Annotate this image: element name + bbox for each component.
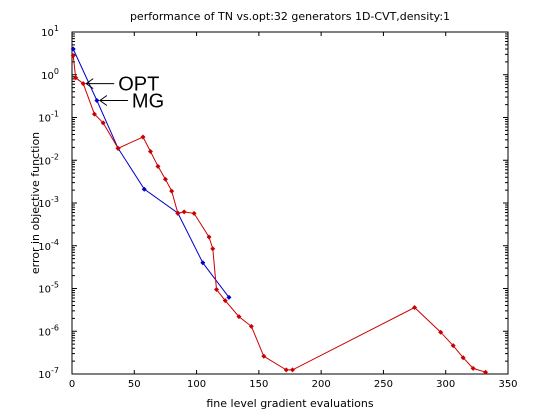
series-point-1 xyxy=(91,111,97,117)
annotation-label: OPT xyxy=(118,74,159,96)
series-point-1 xyxy=(483,369,489,375)
y-tick-label: 100 xyxy=(41,67,59,82)
series-point-1 xyxy=(248,323,254,329)
series-point-1 xyxy=(73,75,79,81)
y-tick-label: 10-7 xyxy=(38,366,59,381)
series-point-1 xyxy=(261,353,267,359)
y-tick-label: 101 xyxy=(41,24,59,39)
series-point-0 xyxy=(200,260,206,266)
series-point-1 xyxy=(412,304,418,310)
y-tick-label: 10-3 xyxy=(38,195,59,210)
y-tick-label: 10-4 xyxy=(38,238,59,253)
y-tick-label: 10-5 xyxy=(38,281,59,296)
series-point-1 xyxy=(155,163,161,169)
x-tick-label: 50 xyxy=(128,379,141,390)
series-layer xyxy=(70,46,489,375)
chart-title: performance of TN vs.opt:32 generators 1… xyxy=(130,10,450,23)
y-axis-label: error in objective function xyxy=(29,132,42,274)
series-point-1 xyxy=(206,234,212,240)
y-tick-label: 10-6 xyxy=(38,323,59,338)
series-point-1 xyxy=(140,134,146,140)
series-point-1 xyxy=(70,53,76,59)
y-tick-label: 10-2 xyxy=(38,152,59,167)
series-point-1 xyxy=(169,188,175,194)
annotation-arrow-head xyxy=(85,78,94,90)
series-point-1 xyxy=(450,343,456,349)
series-point-1 xyxy=(214,286,220,292)
x-tick-label: 0 xyxy=(69,379,75,390)
series-point-1 xyxy=(460,355,466,361)
x-tick-label: 200 xyxy=(312,379,331,390)
annotation-label: MG xyxy=(132,90,164,112)
series-point-1 xyxy=(181,209,187,215)
x-axis-ticks: 0 50 100 150 200 250 300 350 xyxy=(69,32,518,390)
series-point-1 xyxy=(80,81,86,87)
x-axis-label: fine level gradient evaluations xyxy=(206,397,374,410)
x-tick-label: 350 xyxy=(498,379,517,390)
series-point-1 xyxy=(210,246,216,252)
y-tick-label: 10-1 xyxy=(38,110,59,125)
series-point-1 xyxy=(162,176,168,182)
series-point-1 xyxy=(470,365,476,371)
series-point-1 xyxy=(236,314,242,320)
series-point-0 xyxy=(141,186,147,192)
series-point-1 xyxy=(283,367,289,373)
series-point-1 xyxy=(289,367,295,373)
y-axis-ticks: 101 100 10-1 10-2 10-3 10-4 10-5 10-6 10-7 xyxy=(38,24,508,381)
x-tick-label: 150 xyxy=(249,379,268,390)
series-point-1 xyxy=(191,210,197,216)
series-point-0 xyxy=(94,97,100,103)
series-point-1 xyxy=(438,329,444,335)
series-point-1 xyxy=(115,145,121,151)
x-tick-label: 300 xyxy=(436,379,455,390)
series-point-0 xyxy=(70,46,76,52)
series-point-1 xyxy=(222,298,228,304)
annotation-arrow-head xyxy=(99,95,108,106)
x-tick-label: 100 xyxy=(187,379,206,390)
series-point-1 xyxy=(147,149,153,155)
x-tick-label: 250 xyxy=(374,379,393,390)
series-point-1 xyxy=(100,120,106,126)
series-point-0 xyxy=(226,294,232,300)
series-point-1 xyxy=(175,210,181,216)
